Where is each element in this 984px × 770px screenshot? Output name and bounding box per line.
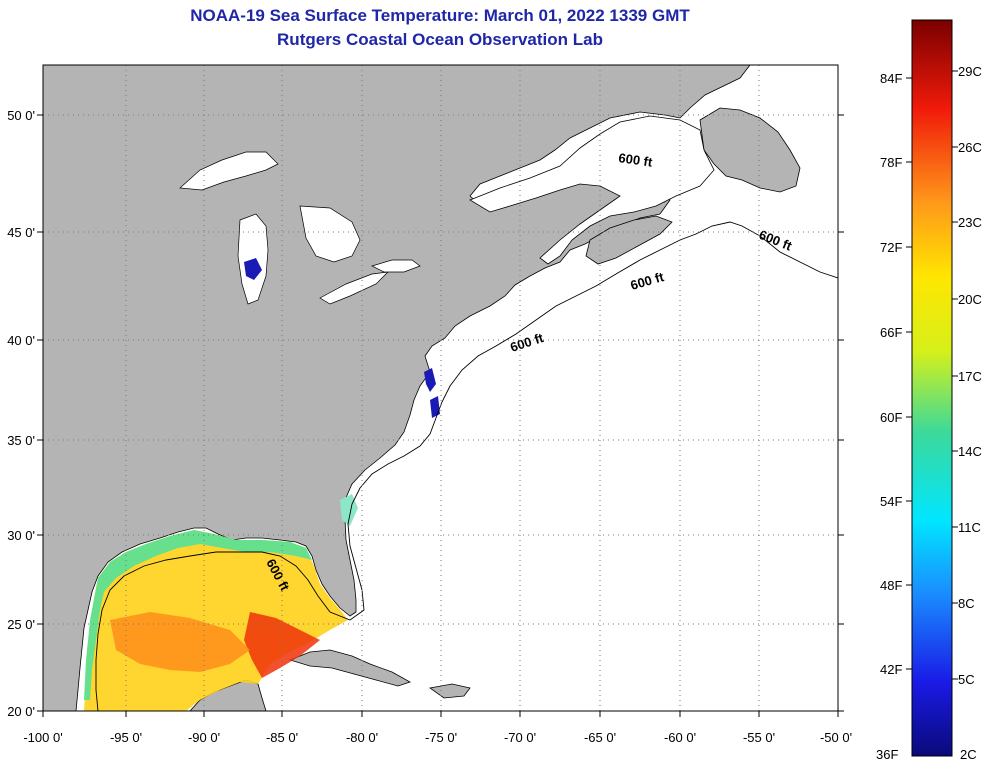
colorbar (911, 19, 953, 757)
lon-label: -70 0' (504, 730, 536, 745)
lake-erie (319, 271, 389, 305)
st-lawrence-gulf (469, 115, 715, 265)
colorbar-f-label: 54F (880, 494, 903, 509)
lon-labels: -100 0' -95 0' -90 0' -85 0' -80 0' -75 … (23, 730, 852, 745)
lon-label: -85 0' (266, 730, 298, 745)
lon-label: -80 0' (346, 730, 378, 745)
colorbar-c-label: 23C (958, 215, 982, 230)
lake-ontario (371, 259, 421, 273)
lon-label: -50 0' (820, 730, 852, 745)
colorbar-f-label: 66F (880, 325, 903, 340)
map-title: NOAA-19 Sea Surface Temperature: March 0… (190, 6, 690, 25)
chesapeake-sst (424, 368, 440, 418)
gulf-sst-cool-coastal (84, 530, 312, 700)
lat-label: 25 0' (7, 617, 35, 632)
land-nova-scotia (585, 215, 673, 265)
lon-label: -100 0' (23, 730, 62, 745)
lake-huron (299, 205, 361, 263)
colorbar-c-label: 5C (958, 672, 975, 687)
colorbar-c-label: 29C (958, 64, 982, 79)
axis-ticks (37, 114, 844, 717)
colorbar-c-label: 26C (958, 140, 982, 155)
colorbar-c-label: 8C (958, 596, 975, 611)
colorbar-f-label: 48F (880, 578, 903, 593)
lat-label: 40 0' (7, 333, 35, 348)
land-newfoundland (699, 107, 801, 193)
lon-label: -90 0' (188, 730, 220, 745)
lat-label: 30 0' (7, 528, 35, 543)
lon-label: -95 0' (110, 730, 142, 745)
colorbar-c-label: 20C (958, 292, 982, 307)
lon-label: -75 0' (425, 730, 457, 745)
colorbar-f-label: 36F (876, 747, 899, 762)
map-subtitle: Rutgers Coastal Ocean Observation Lab (277, 30, 603, 49)
colorbar-c-label: 17C (958, 369, 982, 384)
lon-label: -65 0' (584, 730, 616, 745)
colorbar-c-label: 2C (960, 747, 977, 762)
isobath-label-1: 600 ft (618, 150, 654, 170)
colorbar-c-label: 14C (958, 444, 982, 459)
gulf-sst-orange (110, 612, 250, 672)
colorbar-f-label: 72F (880, 240, 903, 255)
colorbar-ticks (906, 70, 958, 680)
land-hispaniola (428, 683, 471, 699)
colorbar-f-label: 78F (880, 155, 903, 170)
lat-label: 45 0' (7, 225, 35, 240)
lon-label: -55 0' (743, 730, 775, 745)
colorbar-f-label: 60F (880, 410, 903, 425)
lat-labels: 50 0' 45 0' 40 0' 35 0' 30 0' 25 0' 20 0… (7, 108, 35, 719)
lat-label: 20 0' (7, 704, 35, 719)
lat-label: 35 0' (7, 433, 35, 448)
lake-michigan-cold-patch (244, 258, 262, 280)
lat-label: 50 0' (7, 108, 35, 123)
lon-label: -60 0' (664, 730, 696, 745)
land-cuba (288, 649, 411, 687)
colorbar-f-label: 84F (880, 71, 903, 86)
colorbar-f-label: 42F (880, 662, 903, 677)
land-north-america (43, 65, 751, 711)
colorbar-c-label: 11C (958, 520, 981, 535)
